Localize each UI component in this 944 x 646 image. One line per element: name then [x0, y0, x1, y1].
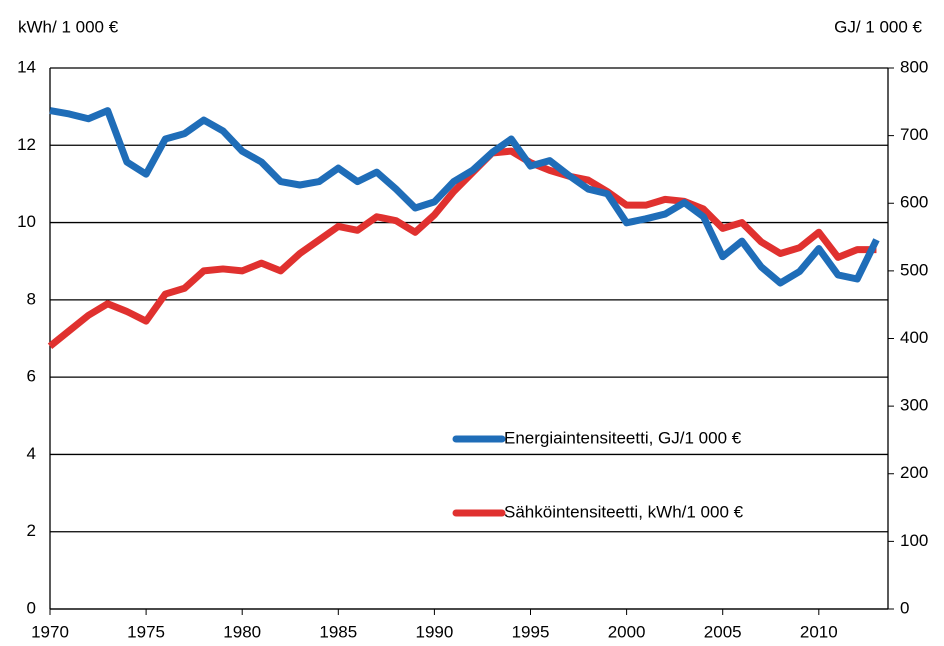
y2-tick-label: 100: [900, 531, 928, 550]
y-tick-label: 0: [27, 598, 36, 617]
series-line: [49, 107, 880, 287]
y-tick-label: 8: [27, 289, 36, 308]
x-tick-label: 2010: [800, 622, 838, 641]
y2-tick-label: 0: [900, 598, 909, 617]
y-tick-label: 10: [17, 212, 36, 231]
x-tick-label: 1985: [319, 622, 357, 641]
y2-axis-label: GJ/ 1 000 €: [834, 17, 922, 36]
series-line: [47, 147, 877, 349]
y2-tick-label: 500: [900, 260, 928, 279]
y-tick-label: 12: [17, 135, 36, 154]
y-axis-label: kWh/ 1 000 €: [18, 17, 119, 36]
x-tick-label: 1990: [415, 622, 453, 641]
y2-tick-label: 800: [900, 57, 928, 76]
y2-tick-label: 200: [900, 463, 928, 482]
y-tick-label: 14: [17, 57, 36, 76]
y-tick-label: 6: [27, 367, 36, 386]
x-tick-label: 2000: [608, 622, 646, 641]
y2-tick-label: 300: [900, 396, 928, 415]
x-tick-label: 1970: [31, 622, 69, 641]
y-tick-label: 4: [27, 444, 36, 463]
y2-tick-label: 400: [900, 328, 928, 347]
x-tick-label: 1980: [223, 622, 261, 641]
legend-label: Energiaintensiteetti, GJ/1 000 €: [504, 428, 742, 447]
legend-label: Sähköintensiteetti, kWh/1 000 €: [504, 502, 744, 521]
y2-tick-label: 600: [900, 193, 928, 212]
y-tick-label: 2: [27, 521, 36, 540]
y2-tick-label: 700: [900, 125, 928, 144]
x-tick-label: 1975: [127, 622, 165, 641]
x-tick-label: 1995: [512, 622, 550, 641]
x-tick-label: 2005: [704, 622, 742, 641]
